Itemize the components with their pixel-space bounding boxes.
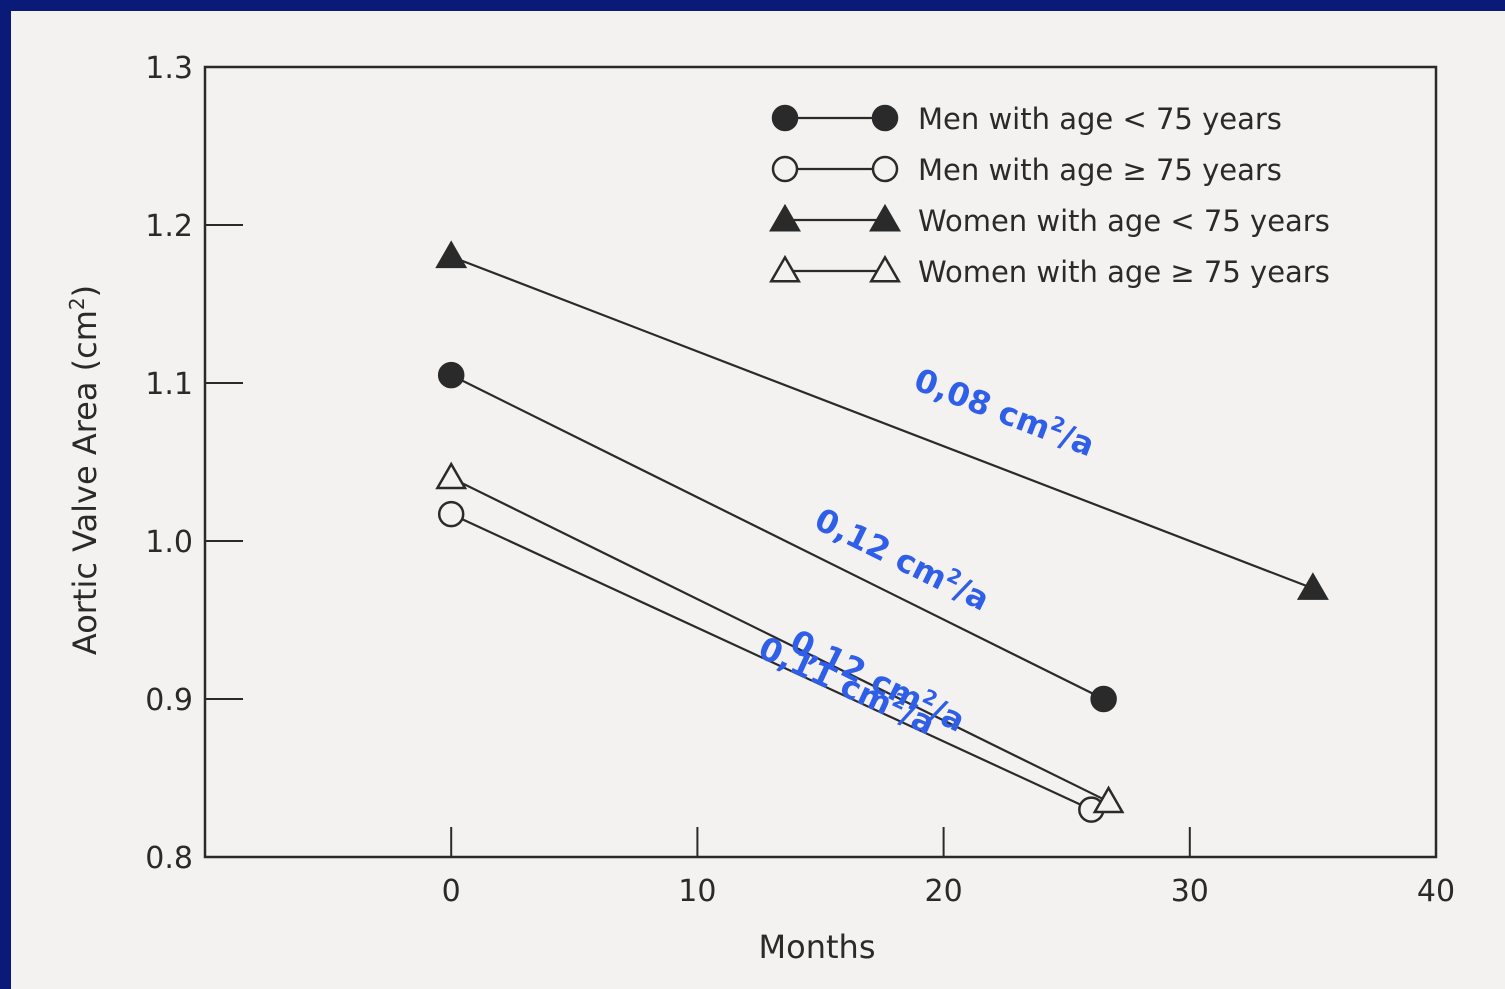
data-point	[435, 240, 468, 269]
legend-item-4: Women with age ≥ 75 years	[769, 254, 1330, 289]
legend-item-3: Women with age < 75 years	[769, 203, 1330, 238]
y-tick-label: 1.2	[145, 209, 193, 244]
series-3	[435, 240, 1329, 600]
y-axis-title: Aortic Valve Area (cm2)	[65, 285, 104, 655]
series-line	[450, 476, 1110, 803]
slope-annotation: 0,08 cm2/a	[909, 360, 1100, 465]
y-tick-label: 1.3	[145, 51, 193, 86]
series-layer	[435, 240, 1329, 823]
legend-marker	[871, 155, 899, 183]
series-line	[450, 374, 1105, 700]
plot-frame	[203, 65, 1438, 859]
legend: Men with age < 75 years Men with age ≥ 75…	[769, 102, 1330, 289]
axis-layer: 0.8 0.9 1.0 1.1 1.2 1.3 0 10 20 30 40	[145, 51, 1455, 909]
data-point	[1296, 572, 1329, 600]
legend-marker	[771, 104, 799, 132]
legend-item-2: Men with age ≥ 75 years	[771, 153, 1282, 187]
series-line	[450, 255, 1314, 590]
annotation-text: 0,12 cm	[809, 500, 953, 597]
series-1	[437, 361, 1117, 713]
legend-marker	[869, 203, 901, 232]
data-point	[1092, 785, 1125, 814]
y-tick-label: 1.0	[145, 525, 193, 560]
y-axis-title-main: Aortic Valve Area (cm	[66, 310, 104, 655]
y-tick-label: 0.9	[145, 683, 193, 718]
y-axis-title-end: )	[66, 285, 104, 297]
legend-marker	[869, 254, 901, 283]
legend-marker	[771, 155, 799, 183]
legend-label: Women with age ≥ 75 years	[918, 255, 1330, 289]
x-tick-label: 30	[1171, 874, 1209, 909]
data-point	[435, 461, 468, 490]
legend-label: Women with age < 75 years	[918, 204, 1330, 238]
x-tick-label: 0	[442, 874, 461, 909]
y-tick-label: 1.1	[145, 367, 193, 402]
y-tick-label: 0.8	[145, 841, 193, 876]
legend-marker	[769, 254, 801, 283]
series-2	[437, 500, 1105, 823]
legend-label: Men with age < 75 years	[918, 102, 1282, 136]
x-tick-label: 40	[1417, 874, 1455, 909]
legend-item-1: Men with age < 75 years	[771, 102, 1282, 136]
legend-label: Men with age ≥ 75 years	[918, 153, 1282, 187]
legend-marker	[769, 203, 801, 232]
x-axis-title: Months	[759, 928, 876, 966]
legend-marker	[871, 104, 899, 132]
x-tick-label: 10	[678, 874, 716, 909]
data-point	[1090, 685, 1117, 713]
slope-annotation: 0,12 cm2/a	[809, 499, 996, 618]
x-tick-label: 20	[925, 874, 963, 909]
annotation-text: 0,08 cm	[909, 361, 1056, 448]
series-line	[450, 513, 1092, 811]
data-point	[437, 500, 465, 528]
y-axis-title-superscript: 2	[65, 297, 89, 310]
series-4	[435, 461, 1125, 814]
data-point	[437, 361, 465, 389]
chart-paper	[11, 11, 1505, 989]
